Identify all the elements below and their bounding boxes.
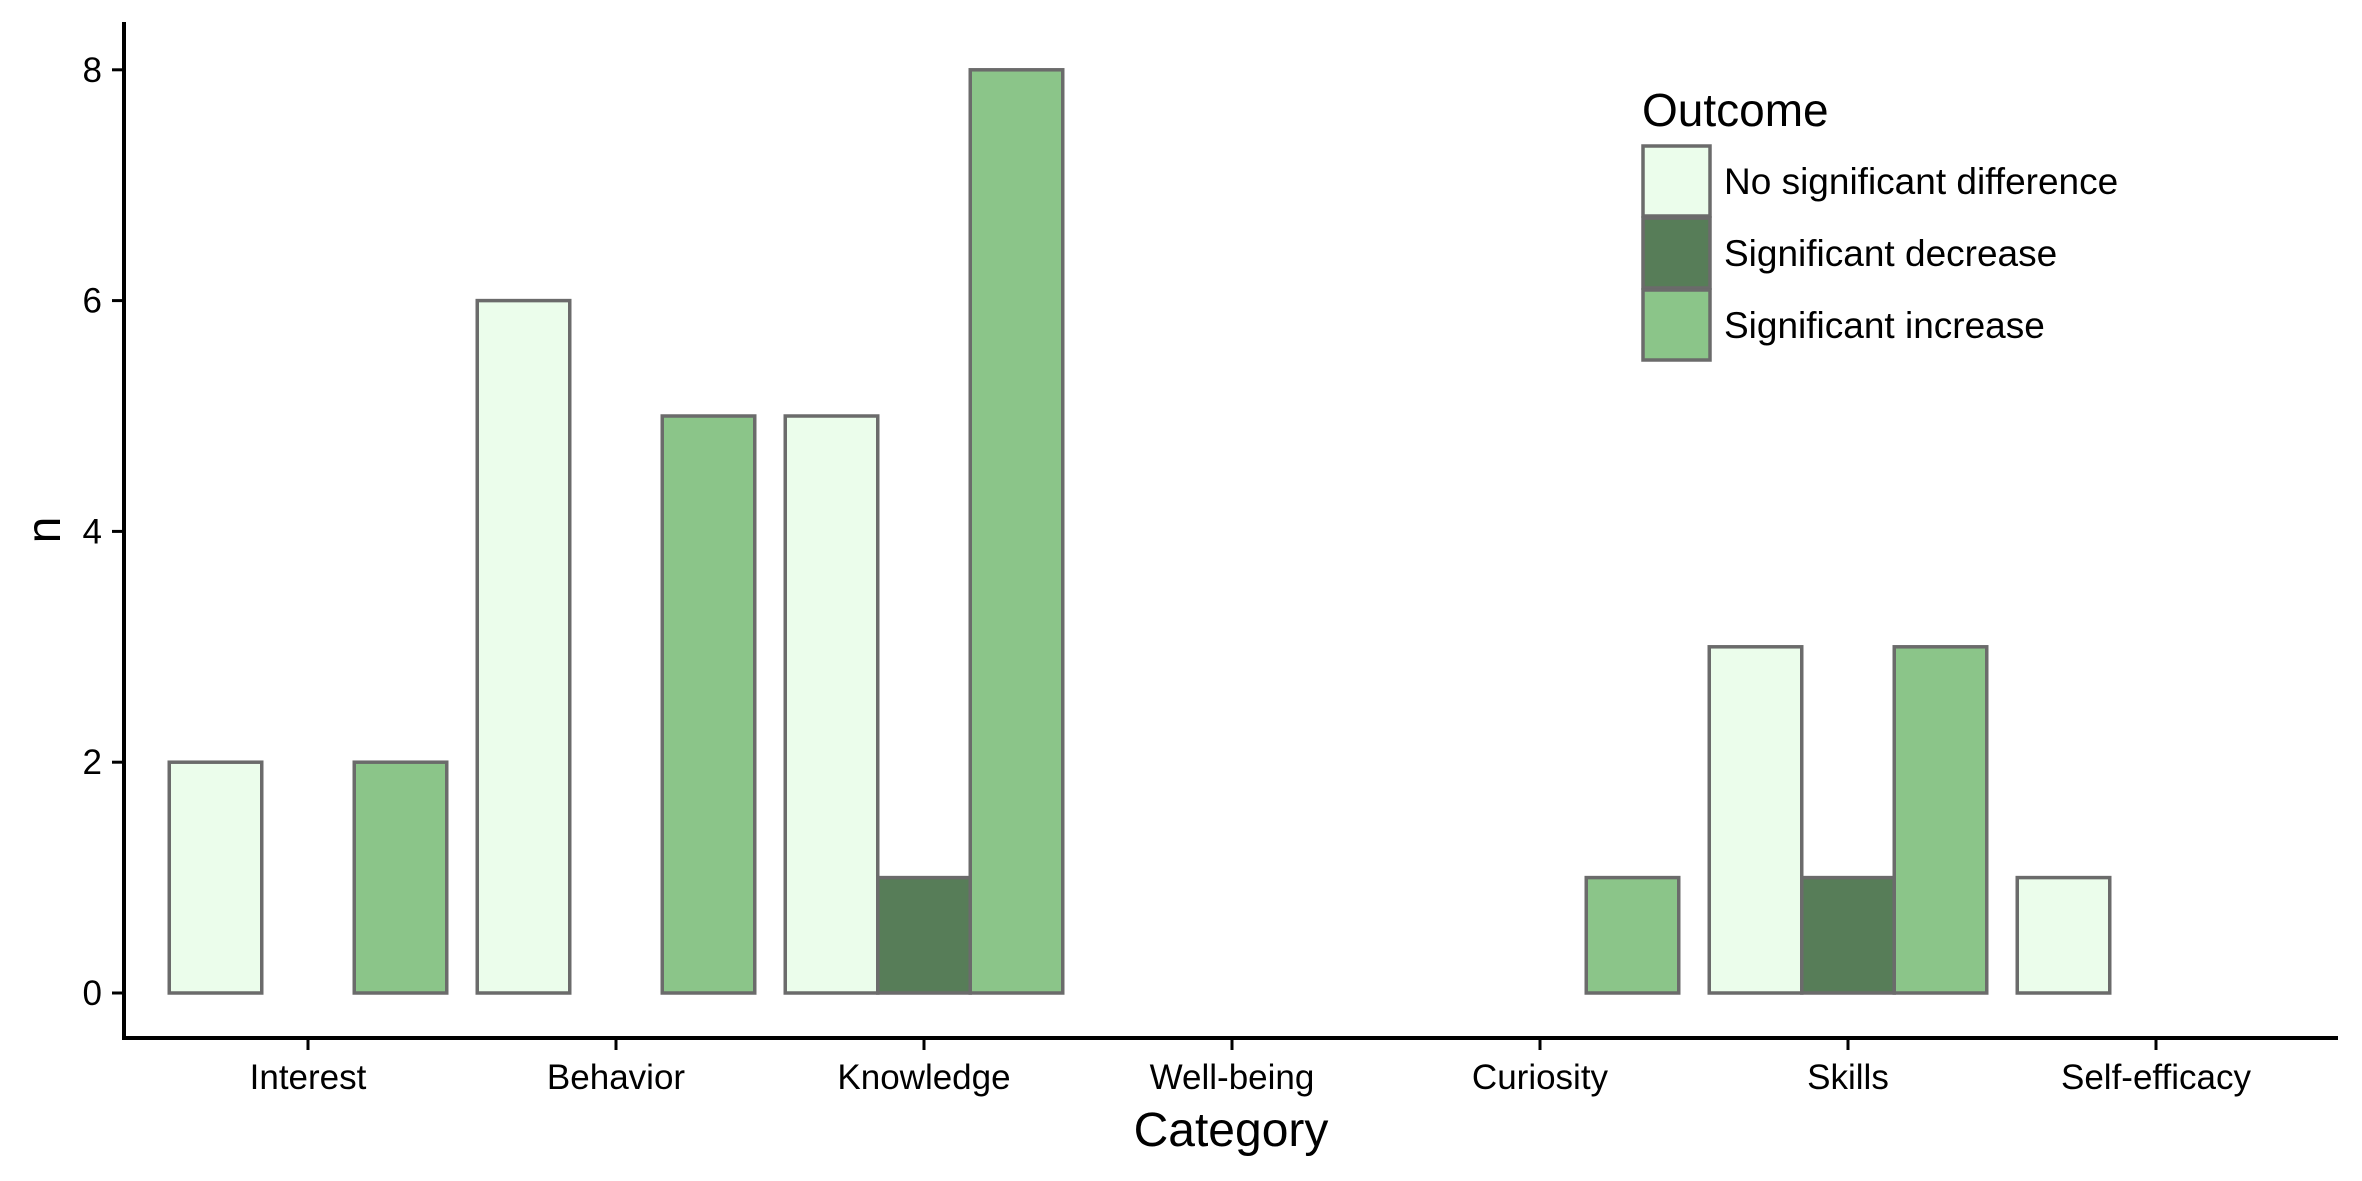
bar-interest-significant-increase <box>352 760 449 995</box>
legend-key-significant-increase <box>1641 288 1712 362</box>
x-tick-label-interest: Interest <box>250 1058 367 1097</box>
y-tick-label-8: 8 <box>83 51 102 90</box>
legend-key-no-significant-difference <box>1641 144 1712 218</box>
bar-interest-no-significant-difference <box>167 760 264 995</box>
x-tick-label-well-being: Well-being <box>1150 1058 1315 1097</box>
legend-label-significant-increase: Significant increase <box>1724 305 2045 346</box>
bar-behavior-significant-increase <box>660 414 757 995</box>
y-tick-label-4: 4 <box>83 512 102 551</box>
y-axis-title: n <box>18 517 71 544</box>
x-tick-label-self-efficacy: Self-efficacy <box>2061 1058 2251 1097</box>
legend-label-significant-decrease: Significant decrease <box>1724 233 2057 274</box>
legend-title: Outcome <box>1642 84 1829 136</box>
legend-key-significant-decrease <box>1641 216 1712 290</box>
x-tick-label-skills: Skills <box>1807 1058 1889 1097</box>
bar-knowledge-significant-decrease <box>876 875 972 995</box>
legend: Outcome No significant difference Signifi… <box>1641 84 2118 362</box>
bars-layer <box>167 68 2112 995</box>
x-ticks-layer: Interest Behavior Knowledge Well-being Curio… <box>250 1038 2251 1097</box>
bar-skills-significant-decrease <box>1800 875 1896 995</box>
x-tick-label-curiosity: Curiosity <box>1472 1058 1609 1097</box>
legend-label-no-significant-difference: No significant difference <box>1724 161 2118 202</box>
bar-skills-no-significant-difference <box>1707 645 1804 995</box>
bar-knowledge-significant-increase <box>968 68 1065 995</box>
y-tick-label-2: 2 <box>83 743 102 782</box>
bar-curiosity-significant-increase <box>1584 875 1681 995</box>
bar-knowledge-no-significant-difference <box>783 414 880 995</box>
y-tick-label-0: 0 <box>83 974 102 1013</box>
x-tick-label-knowledge: Knowledge <box>837 1058 1010 1097</box>
bar-skills-significant-increase <box>1892 645 1989 995</box>
y-ticks-layer: 0 2 4 6 8 <box>83 51 124 1013</box>
x-tick-label-behavior: Behavior <box>547 1058 685 1097</box>
y-tick-label-6: 6 <box>83 282 102 321</box>
bar-behavior-no-significant-difference <box>475 298 572 995</box>
x-axis-title: Category <box>1134 1104 1329 1157</box>
bar-self-efficacy-no-significant-difference <box>2015 875 2112 995</box>
